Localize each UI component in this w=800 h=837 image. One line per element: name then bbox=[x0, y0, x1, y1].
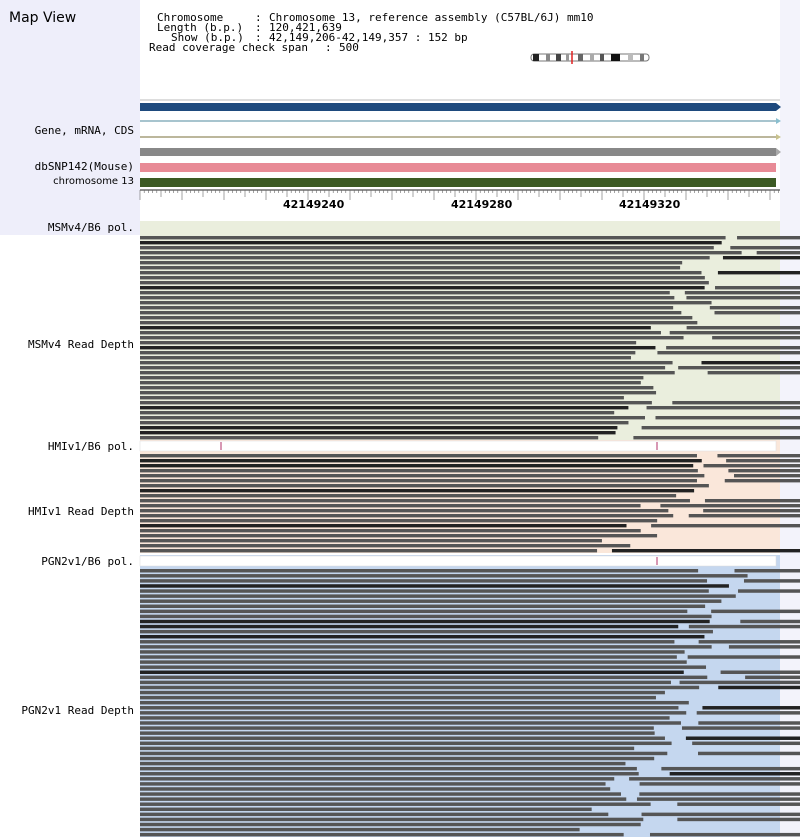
track-lines bbox=[140, 99, 781, 187]
info-colon: : bbox=[255, 31, 262, 44]
header-info-area bbox=[140, 0, 780, 100]
track-label-dbsnp: dbSNP142(Mouse) bbox=[34, 160, 134, 173]
info-coverage-key: Read coverage check span bbox=[149, 41, 308, 54]
info-colon: : bbox=[255, 21, 262, 34]
track-label-chromosome: chromosome 13 bbox=[53, 176, 134, 187]
pol-label-pgn2v1: PGN2v1/B6 pol. bbox=[41, 555, 134, 568]
info-colon: : bbox=[255, 11, 262, 24]
chromosome-ideogram[interactable] bbox=[530, 51, 650, 64]
dbsnp-bar bbox=[140, 163, 776, 172]
info-chromosome-key: Chromosome bbox=[157, 11, 224, 24]
info-chromosome-value: Chromosome 13, reference assembly (C57BL… bbox=[269, 11, 594, 24]
ruler-label: 42149320 bbox=[619, 198, 681, 211]
gene-bar bbox=[140, 103, 776, 111]
depth-label-pgn2v1: PGN2v1 Read Depth bbox=[21, 704, 134, 717]
depth-label-hmiv1: HMIv1 Read Depth bbox=[28, 505, 134, 518]
track-label-gene: Gene, mRNA, CDS bbox=[34, 124, 134, 137]
info-coverage-value: 500 bbox=[339, 41, 359, 54]
ruler-label: 42149240 bbox=[283, 198, 345, 211]
pol-label-hmiv1: HMIv1/B6 pol. bbox=[47, 440, 134, 453]
ruler-label: 42149280 bbox=[451, 198, 513, 211]
info-length-key: Length (b.p.) bbox=[157, 21, 244, 34]
pol-label-msmv4: MSMv4/B6 pol. bbox=[47, 221, 134, 234]
info-length-value: 120,421,639 bbox=[269, 21, 342, 34]
info-colon: : bbox=[325, 41, 332, 54]
info-show-key: Show (b.p.) bbox=[171, 31, 244, 44]
depth-label-msmv4: MSMv4 Read Depth bbox=[28, 338, 134, 351]
position-ruler bbox=[139, 189, 780, 200]
strain-read-tracks bbox=[139, 221, 800, 837]
chromosome-bar bbox=[140, 178, 776, 187]
map-title: Map View bbox=[9, 10, 77, 26]
info-show-value: 42,149,206-42,149,357 : 152 bp bbox=[269, 31, 468, 44]
header-panel bbox=[0, 0, 140, 235]
